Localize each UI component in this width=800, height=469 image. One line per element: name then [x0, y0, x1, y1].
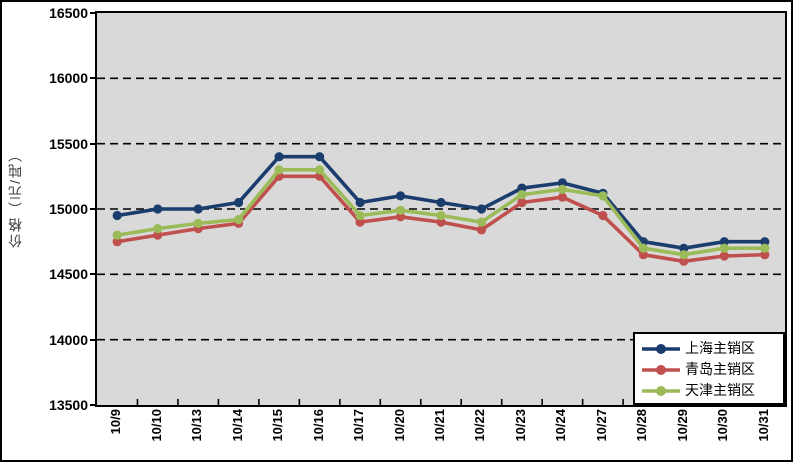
x-tick-label: 10/13	[189, 409, 205, 442]
x-tick-label: 10/30	[715, 409, 731, 442]
x-tick-label: 10/14	[229, 409, 245, 442]
y-tick-mark	[90, 404, 96, 406]
legend-marker-shanghai-icon	[641, 342, 681, 354]
legend-item-tianjin: 天津主销区	[641, 379, 783, 400]
x-tick-label: 10/20	[391, 409, 407, 442]
y-tick-mark	[90, 338, 96, 341]
x-tick-label: 10/10	[148, 409, 164, 442]
y-tick-label: 14000	[49, 331, 88, 348]
y-tick-label: 13500	[49, 397, 88, 413]
y-tick-mark	[90, 77, 96, 80]
y-tick-mark	[90, 142, 96, 145]
y-tick-label: 15000	[49, 201, 88, 217]
y-tick-mark	[90, 208, 96, 210]
y-tick-label: 15500	[49, 135, 88, 152]
x-tick-label: 10/23	[512, 409, 528, 442]
legend-label-shanghai: 上海主销区	[685, 339, 755, 356]
x-tick-label: 10/16	[310, 409, 326, 442]
y-tick-label: 16000	[49, 70, 88, 87]
x-tick-label: 10/15	[270, 409, 286, 442]
x-tick-label: 10/31	[755, 409, 771, 442]
x-tick-label: 10/9	[108, 409, 124, 435]
x-tick-label: 10/17	[351, 409, 367, 442]
y-tick-label: 16500	[49, 5, 88, 21]
x-tick-label: 10/28	[634, 409, 650, 442]
y-tick-label: 14500	[49, 266, 88, 283]
legend: 上海主销区 青岛主销区 天津主销区	[633, 332, 785, 405]
x-tick-label: 10/29	[674, 409, 690, 442]
legend-item-qingdao: 青岛主销区	[641, 358, 783, 379]
legend-marker-qingdao-icon	[641, 363, 681, 375]
x-tick-label: 10/24	[553, 409, 569, 442]
y-axis-title: 价格（元/吨）	[7, 146, 23, 248]
legend-marker-tianjin-icon	[641, 384, 681, 396]
plot-area: 上海主销区 青岛主销区 天津主销区	[95, 11, 787, 407]
x-tick-label: 10/27	[593, 409, 609, 442]
legend-label-qingdao: 青岛主销区	[685, 360, 755, 377]
legend-item-shanghai: 上海主销区	[641, 337, 783, 358]
y-tick-mark	[90, 12, 96, 14]
x-tick-label: 10/22	[472, 409, 488, 442]
legend-label-tianjin: 天津主销区	[685, 381, 755, 398]
y-tick-mark	[90, 273, 96, 276]
x-tick-label: 10/21	[432, 409, 447, 442]
